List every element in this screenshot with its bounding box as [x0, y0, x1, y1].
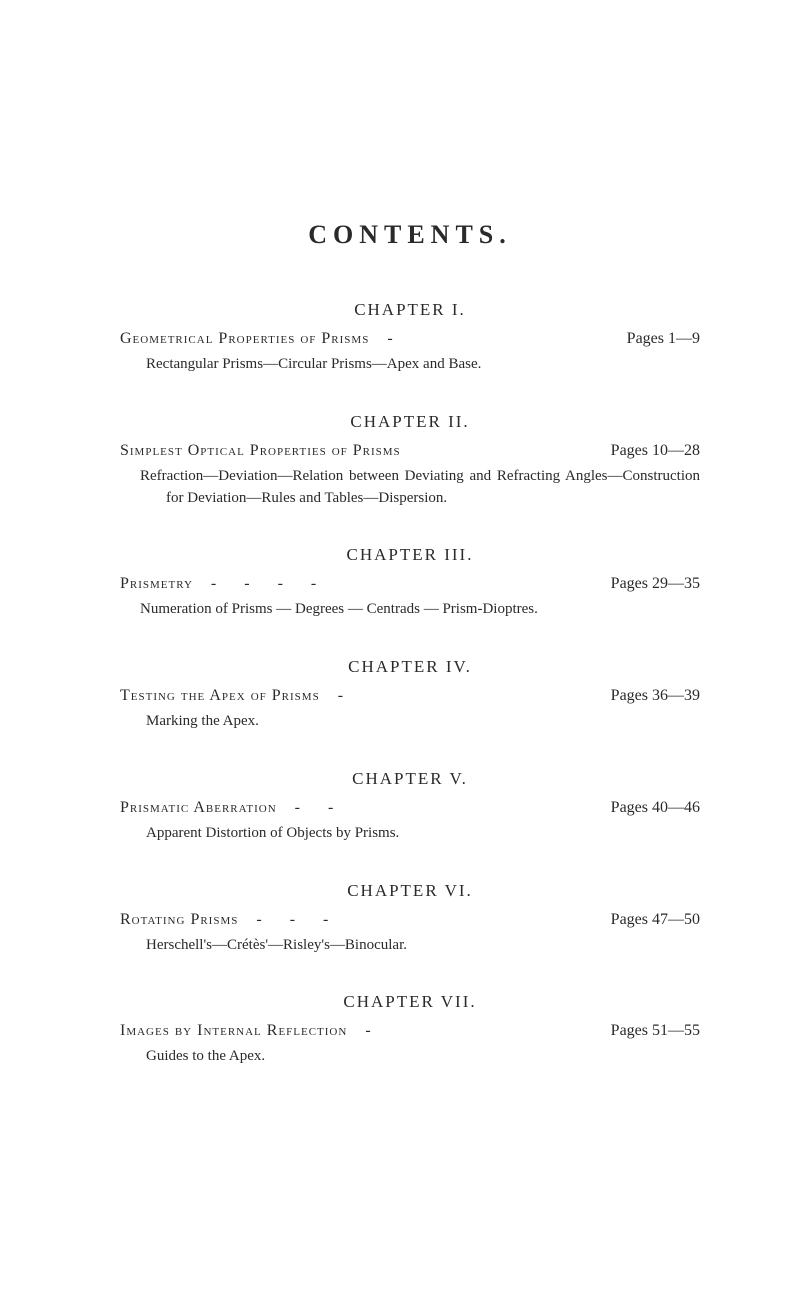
- chapter-heading: CHAPTER II.: [120, 412, 700, 432]
- entry-title: Simplest Optical Properties of Prisms: [120, 442, 401, 460]
- entry-subtext: Marking the Apex.: [120, 711, 700, 733]
- entry-subtext: Numeration of Prisms — Degrees — Centrad…: [120, 599, 700, 621]
- chapter-block-3: CHAPTER III. Prismetry - - - - Pages 29—…: [120, 545, 700, 621]
- entry-title: Prismatic Aberration: [120, 799, 277, 817]
- entry-pages: Pages 1—9: [627, 330, 700, 348]
- chapter-heading: CHAPTER I.: [120, 300, 700, 320]
- chapter-heading: CHAPTER IV.: [120, 657, 700, 677]
- entry-line: Images by Internal Reflection - Pages 51…: [120, 1022, 700, 1040]
- entry-line: Prismetry - - - - Pages 29—35: [120, 575, 700, 593]
- chapter-block-7: CHAPTER VII. Images by Internal Reflecti…: [120, 992, 700, 1068]
- entry-subtext: Refraction—Deviation—Relation between De…: [120, 466, 700, 510]
- entry-title: Prismetry: [120, 575, 193, 593]
- entry-separator: - - -: [238, 911, 358, 929]
- entry-title: Rotating Prisms: [120, 911, 238, 929]
- chapter-heading: CHAPTER VI.: [120, 881, 700, 901]
- entry-line: Prismatic Aberration - - Pages 40—46: [120, 799, 700, 817]
- entry-title: Images by Internal Reflection: [120, 1022, 347, 1040]
- chapter-block-6: CHAPTER VI. Rotating Prisms - - - Pages …: [120, 881, 700, 957]
- entry-subtext: Rectangular Prisms—Circular Prisms—Apex …: [120, 354, 700, 376]
- chapter-block-1: CHAPTER I. Geometrical Properties of Pri…: [120, 300, 700, 376]
- entry-pages: Pages 29—35: [611, 575, 700, 593]
- entry-separator: -: [347, 1022, 400, 1040]
- entry-pages: Pages 47—50: [611, 911, 700, 929]
- page: CONTENTS. CHAPTER I. Geometrical Propert…: [0, 0, 800, 1312]
- entry-pages: Pages 10—28: [611, 442, 700, 460]
- entry-pages: Pages 40—46: [611, 799, 700, 817]
- chapter-heading: CHAPTER VII.: [120, 992, 700, 1012]
- entry-subtext: Herschell's—Crétès'—Risley's—Binocular.: [120, 935, 700, 957]
- entry-line: Simplest Optical Properties of Prisms Pa…: [120, 442, 700, 460]
- chapter-block-2: CHAPTER II. Simplest Optical Properties …: [120, 412, 700, 510]
- entry-separator: - - - -: [193, 575, 346, 593]
- entry-line: Geometrical Properties of Prisms - Pages…: [120, 330, 700, 348]
- entry-subtext: Guides to the Apex.: [120, 1046, 700, 1068]
- entry-subtext: Apparent Distortion of Objects by Prisms…: [120, 823, 700, 845]
- entry-title: Geometrical Properties of Prisms: [120, 330, 369, 348]
- entry-separator: -: [369, 330, 422, 348]
- entry-title: Testing the Apex of Prisms: [120, 687, 320, 705]
- entry-line: Testing the Apex of Prisms - Pages 36—39: [120, 687, 700, 705]
- entry-pages: Pages 51—55: [611, 1022, 700, 1040]
- chapter-heading: CHAPTER III.: [120, 545, 700, 565]
- entry-separator: -: [320, 687, 373, 705]
- entry-line: Rotating Prisms - - - Pages 47—50: [120, 911, 700, 929]
- contents-title: CONTENTS.: [120, 220, 700, 250]
- entry-separator: - -: [277, 799, 364, 817]
- chapter-block-4: CHAPTER IV. Testing the Apex of Prisms -…: [120, 657, 700, 733]
- chapter-heading: CHAPTER V.: [120, 769, 700, 789]
- chapter-block-5: CHAPTER V. Prismatic Aberration - - Page…: [120, 769, 700, 845]
- entry-pages: Pages 36—39: [611, 687, 700, 705]
